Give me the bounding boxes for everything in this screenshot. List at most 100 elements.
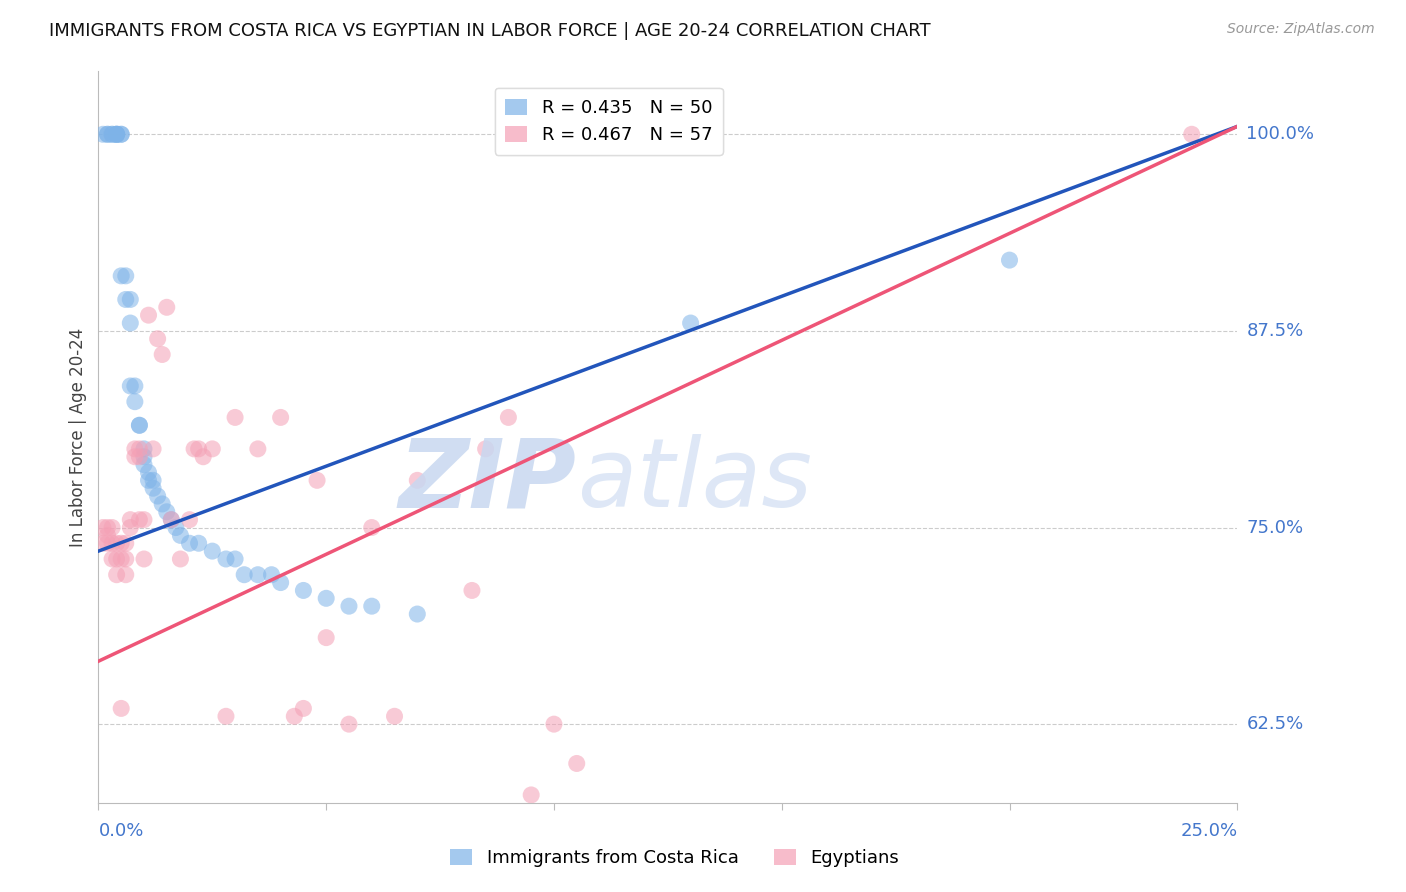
Point [120, 316, 142, 330]
Point [337, 717, 360, 731]
Point [337, 599, 360, 614]
Point [292, 583, 315, 598]
Point [105, 552, 128, 566]
Point [110, 701, 132, 715]
Point [169, 528, 191, 542]
Point [187, 442, 209, 456]
Point [307, 473, 329, 487]
Point [233, 567, 256, 582]
Point [110, 128, 132, 142]
Point [315, 631, 337, 645]
Point [146, 489, 169, 503]
Point [160, 513, 183, 527]
Point [128, 513, 150, 527]
Point [128, 450, 150, 464]
Point [224, 552, 246, 566]
Point [142, 442, 165, 456]
Point [110, 536, 132, 550]
Text: Source: ZipAtlas.com: Source: ZipAtlas.com [1227, 22, 1375, 37]
Text: IMMIGRANTS FROM COSTA RICA VS EGYPTIAN IN LABOR FORCE | AGE 20-24 CORRELATION CH: IMMIGRANTS FROM COSTA RICA VS EGYPTIAN I… [49, 22, 931, 40]
Point [124, 379, 146, 393]
Point [128, 418, 150, 433]
Point [101, 128, 124, 142]
Point [138, 473, 160, 487]
Point [260, 567, 283, 582]
Point [384, 709, 406, 723]
Text: 100.0%: 100.0% [1246, 125, 1315, 144]
Point [406, 607, 429, 621]
Point [128, 418, 150, 433]
Point [105, 128, 128, 142]
Point [565, 756, 588, 771]
Point [360, 520, 382, 534]
Point [138, 466, 160, 480]
Point [246, 442, 269, 456]
Point [105, 536, 128, 550]
Point [124, 394, 146, 409]
Point [215, 709, 238, 723]
Y-axis label: In Labor Force | Age 20-24: In Labor Force | Age 20-24 [69, 327, 87, 547]
Point [406, 473, 429, 487]
Point [270, 575, 292, 590]
Point [679, 316, 702, 330]
Point [105, 128, 128, 142]
Point [110, 128, 132, 142]
Point [105, 128, 128, 142]
Text: ZIP: ZIP [399, 434, 576, 527]
Text: 75.0%: 75.0% [1246, 518, 1303, 536]
Point [96, 528, 118, 542]
Point [169, 552, 191, 566]
Point [120, 513, 142, 527]
Point [179, 536, 201, 550]
Point [101, 552, 124, 566]
Point [150, 497, 173, 511]
Point [283, 709, 305, 723]
Point [292, 701, 315, 715]
Point [187, 536, 209, 550]
Point [520, 788, 543, 802]
Point [543, 717, 565, 731]
Point [179, 513, 201, 527]
Point [150, 347, 173, 361]
Point [96, 536, 118, 550]
Point [132, 458, 155, 472]
Point [160, 513, 183, 527]
Point [114, 268, 136, 283]
Point [128, 442, 150, 456]
Point [132, 513, 155, 527]
Point [360, 599, 382, 614]
Point [114, 536, 136, 550]
Point [201, 544, 224, 558]
Point [91, 520, 114, 534]
Point [105, 128, 128, 142]
Point [215, 552, 238, 566]
Legend: Immigrants from Costa Rica, Egyptians: Immigrants from Costa Rica, Egyptians [443, 841, 907, 874]
Point [246, 567, 269, 582]
Point [96, 128, 118, 142]
Point [114, 552, 136, 566]
Point [156, 301, 179, 315]
Point [110, 552, 132, 566]
Point [142, 481, 165, 495]
Point [474, 442, 496, 456]
Point [132, 450, 155, 464]
Point [105, 567, 128, 582]
Text: 87.5%: 87.5% [1246, 322, 1303, 340]
Point [165, 520, 187, 534]
Point [461, 583, 484, 598]
Point [998, 253, 1021, 268]
Point [146, 332, 169, 346]
Point [132, 552, 155, 566]
Point [110, 268, 132, 283]
Point [201, 442, 224, 456]
Point [124, 442, 146, 456]
Text: 25.0%: 25.0% [1180, 822, 1237, 839]
Point [120, 379, 142, 393]
Point [498, 410, 520, 425]
Point [114, 293, 136, 307]
Point [138, 308, 160, 322]
Legend: R = 0.435   N = 50, R = 0.467   N = 57: R = 0.435 N = 50, R = 0.467 N = 57 [495, 87, 723, 155]
Point [224, 410, 246, 425]
Point [91, 128, 114, 142]
Point [132, 442, 155, 456]
